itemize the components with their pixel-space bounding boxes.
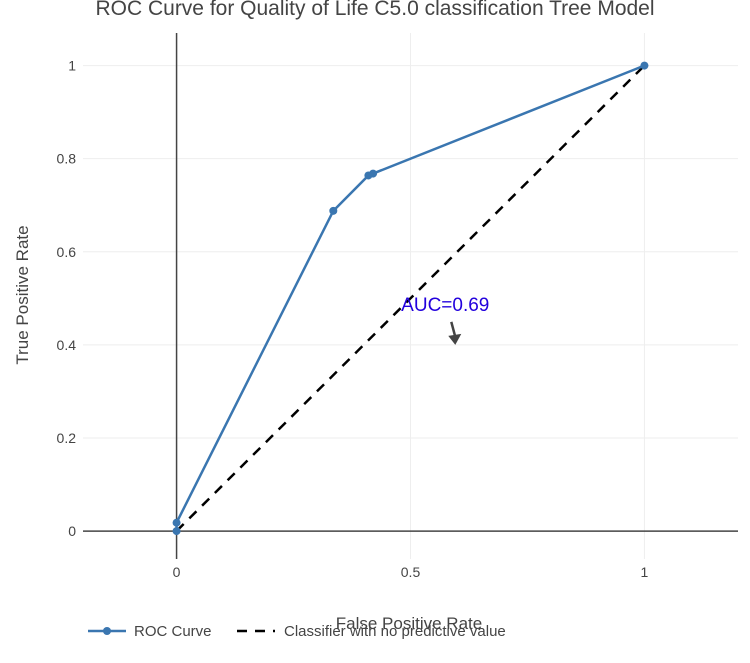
legend-roc-label: ROC Curve	[134, 623, 212, 640]
x-tick-label: 0.5	[401, 564, 421, 580]
x-tick-label: 0	[173, 564, 181, 580]
roc-point	[172, 527, 181, 536]
chart-title: ROC Curve for Quality of Life C5.0 class…	[95, 0, 654, 20]
roc-point	[329, 206, 338, 215]
y-tick-label: 1	[68, 58, 76, 74]
plot-area	[172, 61, 649, 536]
x-tick-label: 1	[641, 564, 649, 580]
annotation-arrow-line	[450, 321, 457, 338]
y-tick-label: 0.4	[57, 337, 77, 353]
y-tick-label: 0.8	[57, 151, 77, 167]
x-axis-label: False Positive Rate	[336, 614, 482, 633]
legend: ROC Curve Classifier with no predictive v…	[88, 623, 506, 640]
y-tick-labels: 0 0.2 0.4 0.6 0.8 1	[57, 58, 77, 539]
y-tick-label: 0.2	[57, 430, 77, 446]
annotations: AUC=0.69	[401, 295, 489, 345]
no-skill-line	[175, 64, 646, 532]
auc-annotation: AUC=0.69	[401, 295, 489, 316]
x-tick-labels: 0 0.5 1	[173, 564, 649, 580]
legend-roc-marker	[103, 627, 111, 635]
axes	[83, 33, 738, 559]
annotation-arrow-head	[448, 333, 462, 345]
roc-point	[369, 169, 378, 178]
y-tick-label: 0.6	[57, 244, 77, 260]
y-axis-label: True Positive Rate	[13, 225, 32, 364]
roc-point	[172, 518, 181, 527]
y-tick-label: 0	[68, 523, 76, 539]
legend-noskill-label: Classifier with no predictive value	[284, 623, 506, 640]
roc-point	[640, 61, 649, 70]
